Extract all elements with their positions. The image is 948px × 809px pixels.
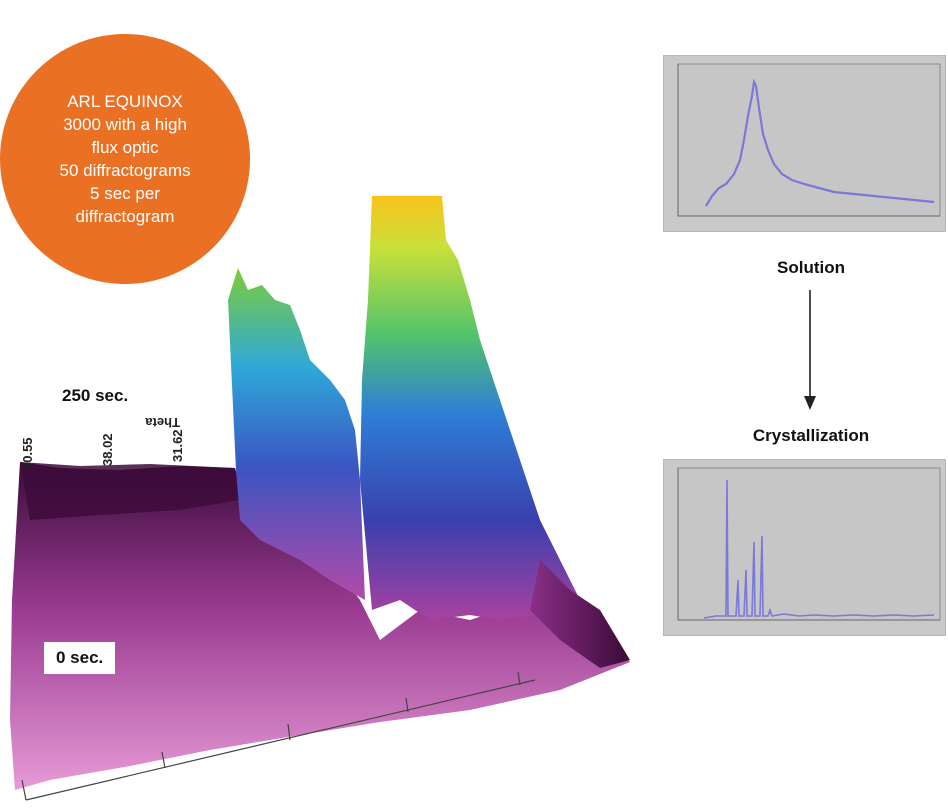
crystallization-diffractogram-panel [663, 459, 946, 636]
surface-peak-left [228, 268, 365, 600]
stage-label-solution: Solution [777, 258, 845, 277]
time-axis [21, 671, 536, 801]
surface-back-ridge [20, 462, 240, 520]
solution-trace [705, 78, 935, 207]
solution-diffractogram-panel [663, 55, 946, 232]
time-label-bottom: 0 sec. [44, 642, 116, 674]
axis-tick-label: 31.62 [170, 429, 185, 462]
surface-right-tail [530, 560, 630, 668]
surface-base [10, 462, 630, 790]
instrument-badge: ARL EQUINOX 3000 with a high flux optic … [0, 34, 250, 284]
time-label-top: 250 sec. [50, 380, 141, 412]
badge-line: 3000 with a high [63, 115, 187, 134]
axis-tick-label: 40.55 [20, 437, 35, 470]
badge-line: 50 diffractograms [59, 161, 191, 180]
axis-name-label: Theta [145, 415, 180, 430]
badge-line: ARL EQUINOX [67, 92, 183, 111]
badge-line: 5 sec per [90, 184, 160, 203]
badge-line: flux optic [91, 138, 159, 157]
surface-peak-main [360, 196, 600, 630]
axis-tick-label: 38.02 [100, 433, 115, 466]
transition-arrow-icon [804, 290, 816, 410]
badge-line: diffractogram [75, 207, 175, 226]
crystallization-trace [703, 479, 935, 619]
stage-label-crystallization: Crystallization [752, 426, 870, 445]
